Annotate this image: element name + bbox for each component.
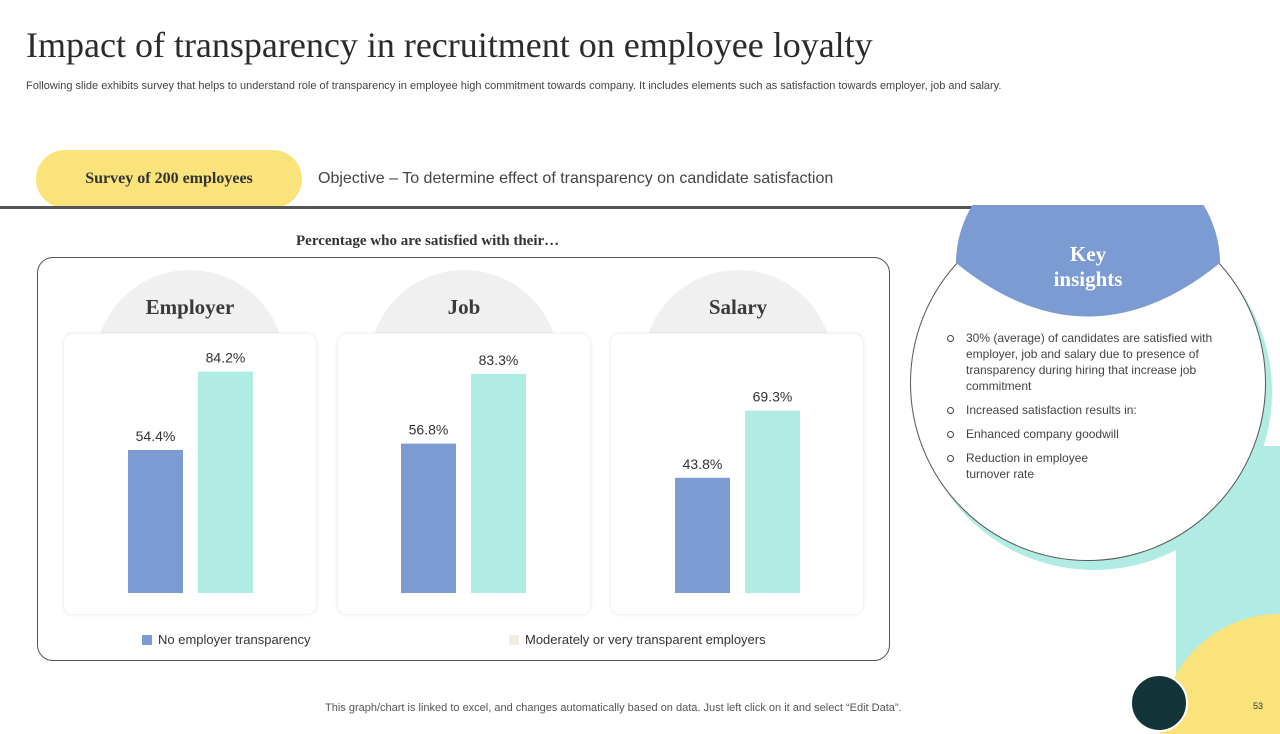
bar-employer-series1[interactable]: [198, 371, 253, 593]
salary-panel: [610, 333, 864, 615]
legend-swatch-blue: [142, 634, 152, 645]
insight-item: 30% (average) of candidates are satisfie…: [946, 330, 1230, 394]
legend-item-no-transparency: No employer transparency: [142, 632, 310, 647]
dark-circle-decoration: [1130, 674, 1188, 732]
insights-list: 30% (average) of candidates are satisfie…: [946, 330, 1230, 490]
chart-frame[interactable]: [37, 257, 890, 661]
bar-salary-series1[interactable]: [745, 410, 800, 593]
insight-item: Reduction in employee turnover rate: [946, 450, 1116, 482]
job-panel: [337, 333, 591, 615]
bar-salary-series0[interactable]: [675, 477, 730, 593]
legend-label: No employer transparency: [158, 632, 311, 647]
bar-value-label: 56.8%: [409, 422, 449, 438]
bar-value-label: 84.2%: [206, 350, 246, 366]
legend-swatch-beige: [509, 634, 519, 645]
page-subtitle: Following slide exhibits survey that hel…: [26, 80, 1002, 92]
page-title: Impact of transparency in recruitment on…: [26, 25, 873, 65]
bar-value-label: 43.8%: [683, 456, 723, 472]
legend-item-transparent: Moderately or very transparent employers: [509, 632, 766, 647]
bar-job-series0[interactable]: [401, 443, 456, 593]
category-label-job: Job: [447, 295, 481, 319]
bar-chart[interactable]: 54.4% 56.8% 43.8% 84.2% 83.3% 69.3%: [0, 0, 900, 720]
footnote: This graph/chart is linked to excel, and…: [325, 702, 902, 714]
category-label-salary: Salary: [708, 295, 768, 319]
bar-value-label: 54.4%: [136, 428, 176, 444]
insights-header-shape: [956, 205, 1220, 317]
divider: [0, 206, 1110, 209]
bar-employer-series0[interactable]: [128, 449, 183, 593]
bar-job-series1[interactable]: [471, 373, 526, 593]
survey-badge: Survey of 200 employees: [36, 150, 302, 208]
insights-heading-line1: Key: [1069, 242, 1107, 266]
page-number: 53: [1253, 701, 1264, 711]
legend-label: Moderately or very transparent employers: [525, 632, 766, 647]
insight-item: Enhanced company goodwill: [946, 426, 1230, 442]
insight-item: Increased satisfaction results in:: [946, 402, 1230, 418]
insights-heading: Key insights: [956, 242, 1220, 292]
objective-text: Objective – To determine effect of trans…: [318, 170, 834, 187]
bar-value-label: 83.3%: [479, 352, 519, 368]
bar-value-label: 69.3%: [753, 389, 793, 405]
employer-panel: [63, 333, 317, 615]
chart-title: Percentage who are satisfied with their…: [296, 233, 560, 249]
category-label-employer: Employer: [145, 295, 235, 319]
insights-heading-line2: insights: [1053, 267, 1123, 291]
